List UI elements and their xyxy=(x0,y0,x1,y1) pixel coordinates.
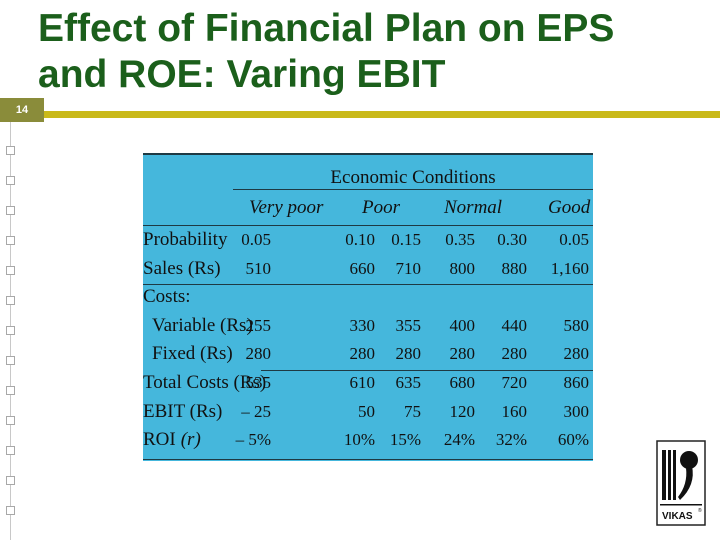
table-cell: 535 xyxy=(245,373,272,392)
table-cell: 0.10 xyxy=(345,230,375,249)
bullet-marker-icon xyxy=(6,446,15,455)
condition-normal: Normal xyxy=(444,197,503,218)
row-label: Fixed (Rs) xyxy=(152,343,233,365)
slide-number: 14 xyxy=(15,104,29,116)
row-separator xyxy=(261,370,593,371)
table-cell: 75 xyxy=(404,401,421,421)
financial-table: Economic Conditions Very poor Poor Norma… xyxy=(143,153,593,461)
bullet-marker-icon xyxy=(6,206,15,215)
table-cell: 610 xyxy=(349,373,376,392)
bullet-marker-icon xyxy=(6,386,15,395)
condition-good: Good xyxy=(548,197,591,218)
condition-very-poor: Very poor xyxy=(249,197,324,218)
table-cell: 280 xyxy=(349,344,376,364)
table-cell: – 5% xyxy=(235,430,271,450)
table-cell: 0.30 xyxy=(497,230,527,249)
row-label-text: Sales (Rs) xyxy=(143,257,221,279)
logo-registered-mark: ® xyxy=(698,507,702,514)
row-label-text: Variable (Rs) xyxy=(152,314,253,336)
vikas-logo: VIKAS ® xyxy=(656,440,706,526)
table-cell: 860 xyxy=(563,373,590,392)
table-cell: 680 xyxy=(449,373,476,392)
row-label: Probability xyxy=(143,229,227,251)
row-label: EBIT (Rs) xyxy=(143,401,222,423)
slide-number-box xyxy=(0,98,44,122)
bullet-marker-icon xyxy=(6,326,15,335)
row-label-text: Fixed (Rs) xyxy=(152,343,233,365)
table-top-line xyxy=(143,153,593,155)
table-cell: 0.05 xyxy=(559,230,589,249)
row-label-text: ROI xyxy=(143,429,176,451)
table-cell: 0.05 xyxy=(241,230,271,249)
table-cell: 0.15 xyxy=(391,230,421,249)
row-label-suffix: (r) xyxy=(180,429,201,451)
table-cell: 510 xyxy=(245,258,272,278)
bullet-marker-icon xyxy=(6,356,15,365)
title-line-2: and ROE: Varing EBIT xyxy=(38,53,446,96)
economic-conditions-heading: Economic Conditions xyxy=(330,167,496,188)
table-cell: 255 xyxy=(245,315,272,335)
table-cell: 440 xyxy=(501,315,528,335)
row-label: Sales (Rs) xyxy=(143,258,221,280)
table-cell: 120 xyxy=(449,401,476,421)
table-cell: 280 xyxy=(245,344,272,364)
table-cell: 355 xyxy=(395,315,422,335)
header-bottom-line xyxy=(143,225,593,226)
slide-title: Effect of Financial Plan on EPS and ROE:… xyxy=(38,6,718,98)
table-cell: 880 xyxy=(501,258,528,278)
table-cell: 24% xyxy=(443,430,475,450)
table-cell: 280 xyxy=(501,344,528,364)
bullet-marker-icon xyxy=(6,236,15,245)
row-label-text: Costs: xyxy=(143,286,191,308)
table-cell: 0.35 xyxy=(445,230,475,249)
table-cell: 50 xyxy=(358,401,375,421)
table-cell: 60% xyxy=(557,430,589,450)
bullet-marker-icon xyxy=(6,146,15,155)
table-cell: 720 xyxy=(501,373,528,392)
row-label-text: Probability xyxy=(143,229,228,250)
table-cell: 280 xyxy=(395,344,422,364)
table-cell: 330 xyxy=(349,315,376,335)
table-bottom-line xyxy=(143,459,593,460)
table-cell: 15% xyxy=(389,430,421,450)
row-label: Costs: xyxy=(143,286,191,308)
bullet-marker-icon xyxy=(6,506,15,515)
table-cell: 800 xyxy=(449,258,476,278)
row-label: Variable (Rs) xyxy=(152,315,253,337)
table-cell: 10% xyxy=(343,430,375,450)
logo-text: VIKAS xyxy=(662,511,693,522)
table-cell: 400 xyxy=(449,315,476,335)
table-cell: 280 xyxy=(449,344,476,364)
table-cell: 635 xyxy=(395,373,422,392)
table-cell: 660 xyxy=(349,258,376,278)
title-line-1: Effect of Financial Plan on EPS xyxy=(38,7,615,50)
heading-underline xyxy=(233,189,593,190)
row-label: ROI (r) xyxy=(143,429,201,451)
row-label-text: EBIT (Rs) xyxy=(143,400,223,422)
table-cell: 710 xyxy=(395,258,422,278)
table-cell: 160 xyxy=(501,401,528,421)
condition-poor: Poor xyxy=(362,197,400,218)
row-label: Total Costs (Rs) xyxy=(143,372,266,394)
table-cell: – 25 xyxy=(241,401,271,421)
table-cell: 280 xyxy=(563,344,590,364)
row-separator xyxy=(143,284,593,286)
table-cell: 32% xyxy=(495,430,527,450)
table-cell: 300 xyxy=(563,401,590,421)
bullet-marker-icon xyxy=(6,416,15,425)
table-cell: 580 xyxy=(563,315,590,335)
bullet-marker-icon xyxy=(6,176,15,185)
bullet-marker-icon xyxy=(6,266,15,275)
row-label-text: Total Costs (Rs) xyxy=(143,372,267,393)
table-cell: 1,160 xyxy=(550,258,589,278)
title-rule xyxy=(44,111,720,118)
bullet-marker-icon xyxy=(6,296,15,305)
bullet-marker-icon xyxy=(6,476,15,485)
